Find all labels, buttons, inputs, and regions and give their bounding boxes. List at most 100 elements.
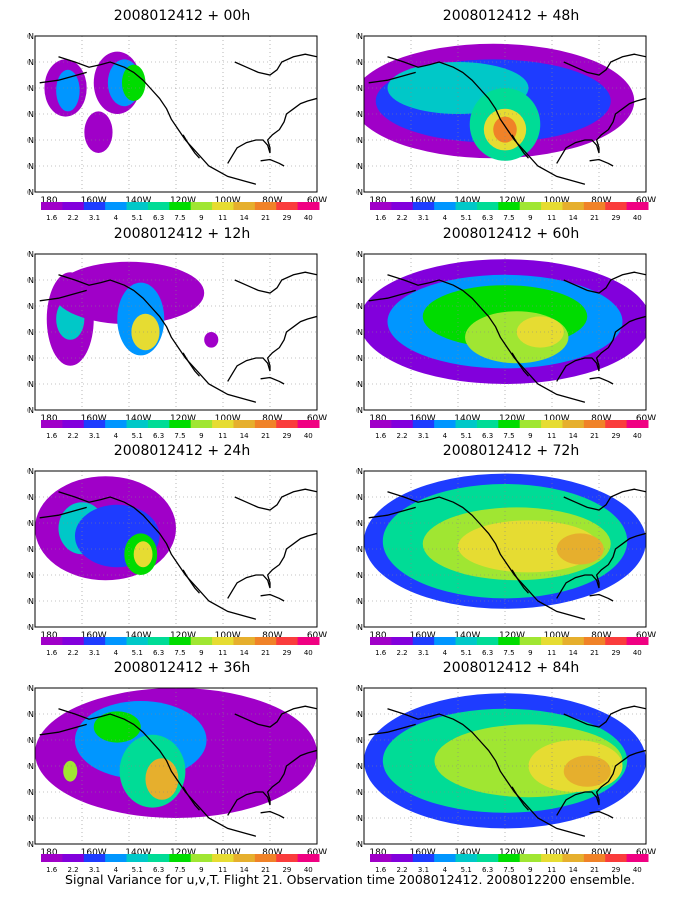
lat-label: 10N xyxy=(356,406,363,415)
map-panel: 2008012412 + 72h 70N 60N 50N 40N 30N 20N 10N 180… xyxy=(356,443,666,658)
map-plot: 70N 60N 50N 40N 30N 20N 10N 180 160W 140W 120W 100W… xyxy=(356,32,656,202)
colorbar-label: 29 xyxy=(282,432,291,440)
lon-label: 100W xyxy=(215,848,241,854)
colorbar: 1.6 2.2 3.1 4 5.1 6.3 7.5 9 11 14 21 29 40 xyxy=(41,854,320,874)
lon-label: 180 xyxy=(40,414,57,420)
colorbar: 1.6 2.2 3.1 4 5.1 6.3 7.5 9 11 14 21 29 40 xyxy=(370,202,649,222)
lat-label: 50N xyxy=(356,84,363,93)
lon-label: 140W xyxy=(454,848,480,854)
map-panel: 2008012412 + 84h 70N 60N 50N 40N 30N 20N 10N 180… xyxy=(356,660,666,875)
colorbar-label: 14 xyxy=(240,432,249,440)
lat-label: 40N xyxy=(27,762,34,771)
map-panel: 2008012412 + 48h 70N 60N 50N 40N 30N 20N 10N 180… xyxy=(356,8,666,223)
colorbar-swatch xyxy=(434,202,457,210)
colorbar-label: 14 xyxy=(569,866,578,874)
lon-label: 100W xyxy=(544,414,570,420)
lat-label: 10N xyxy=(356,623,363,632)
colorbar-label: 4 xyxy=(443,214,448,222)
coastline xyxy=(182,569,200,594)
coastline xyxy=(387,274,586,403)
colorbar-label: 14 xyxy=(569,649,578,657)
coastline xyxy=(39,723,87,736)
coastline xyxy=(563,488,646,511)
lat-label: 50N xyxy=(356,519,363,528)
coastline xyxy=(182,786,200,811)
coastline xyxy=(511,352,529,377)
lat-label: 20N xyxy=(356,814,363,823)
colorbar-label: 7.5 xyxy=(174,432,185,440)
coastline xyxy=(511,134,529,159)
colorbar-swatch xyxy=(254,854,277,862)
colorbar: 1.6 2.2 3.1 4 5.1 6.3 7.5 9 11 14 21 29 40 xyxy=(370,854,649,874)
colorbar-swatch xyxy=(476,854,499,862)
colorbar-label: 3.1 xyxy=(89,866,100,874)
colorbar-label: 3.1 xyxy=(418,649,429,657)
colorbar-swatch xyxy=(583,420,606,428)
coastline xyxy=(58,274,257,403)
colorbar-label: 7.5 xyxy=(503,432,514,440)
colorbar-swatch xyxy=(626,637,649,645)
colorbar-label: 2.2 xyxy=(397,866,408,874)
colorbar-label: 9 xyxy=(528,866,532,874)
lat-label: 20N xyxy=(356,597,363,606)
lat-label: 30N xyxy=(356,136,363,145)
colorbar: 1.6 2.2 3.1 4 5.1 6.3 7.5 9 11 14 21 29 40 xyxy=(41,637,320,657)
colorbar-label: 7.5 xyxy=(174,866,185,874)
colorbar-swatch xyxy=(105,420,128,428)
colorbar-label: 21 xyxy=(590,432,599,440)
colorbar-swatch xyxy=(541,420,563,428)
colorbar-label: 4 xyxy=(443,649,448,657)
coastline xyxy=(563,705,646,728)
panel-title: 2008012412 + 24h xyxy=(113,443,251,459)
colorbar-swatch xyxy=(455,637,478,645)
colorbar-swatch xyxy=(105,854,128,862)
colorbar-label: 40 xyxy=(633,432,642,440)
lat-label: 70N xyxy=(27,467,34,476)
variance-contour xyxy=(133,541,153,568)
lon-label: 80W xyxy=(591,631,611,637)
lat-label: 30N xyxy=(27,788,34,797)
lat-label: 10N xyxy=(356,840,363,849)
colorbar-label: 5.1 xyxy=(461,214,472,222)
lon-label: 180 xyxy=(40,196,57,202)
colorbar-label: 14 xyxy=(240,214,249,222)
colorbar-label: 40 xyxy=(633,866,642,874)
colorbar-label: 11 xyxy=(218,432,227,440)
lon-label: 80W xyxy=(591,848,611,854)
panel-title: 2008012412 + 36h xyxy=(113,660,251,676)
colorbar-label: 6.3 xyxy=(482,214,493,222)
colorbar-label: 2.2 xyxy=(397,432,408,440)
colorbar-swatch xyxy=(605,202,628,210)
colorbar-swatch xyxy=(62,420,85,428)
colorbar-swatch xyxy=(126,202,149,210)
colorbar-label: 2.2 xyxy=(68,649,79,657)
colorbar-label: 5.1 xyxy=(132,214,143,222)
colorbar-label: 14 xyxy=(569,432,578,440)
colorbar-label: 21 xyxy=(261,649,270,657)
colorbar-swatch xyxy=(370,420,392,428)
coastline xyxy=(511,569,529,594)
colorbar-label: 5.1 xyxy=(132,432,143,440)
colorbar-swatch xyxy=(169,637,192,645)
colorbar-label: 3.1 xyxy=(89,214,100,222)
colorbar: 1.6 2.2 3.1 4 5.1 6.3 7.5 9 11 14 21 29 40 xyxy=(41,420,320,440)
lat-label: 10N xyxy=(356,188,363,197)
colorbar-swatch xyxy=(212,854,234,862)
colorbar-label: 3.1 xyxy=(89,649,100,657)
coastline xyxy=(227,315,317,382)
colorbar-label: 11 xyxy=(547,649,556,657)
coastline xyxy=(589,593,614,602)
coastline xyxy=(368,71,416,84)
map-frame xyxy=(363,687,647,845)
colorbar-label: 11 xyxy=(218,649,227,657)
colorbar-swatch xyxy=(190,854,213,862)
colorbar-label: 1.6 xyxy=(46,432,58,440)
colorbar-label: 6.3 xyxy=(482,866,493,874)
colorbar-label: 6.3 xyxy=(153,649,164,657)
colorbar-swatch xyxy=(434,637,457,645)
lat-label: 30N xyxy=(356,354,363,363)
colorbar-label: 14 xyxy=(240,649,249,657)
colorbar-swatch xyxy=(391,637,414,645)
lat-label: 10N xyxy=(27,840,34,849)
colorbar-swatch xyxy=(147,420,170,428)
